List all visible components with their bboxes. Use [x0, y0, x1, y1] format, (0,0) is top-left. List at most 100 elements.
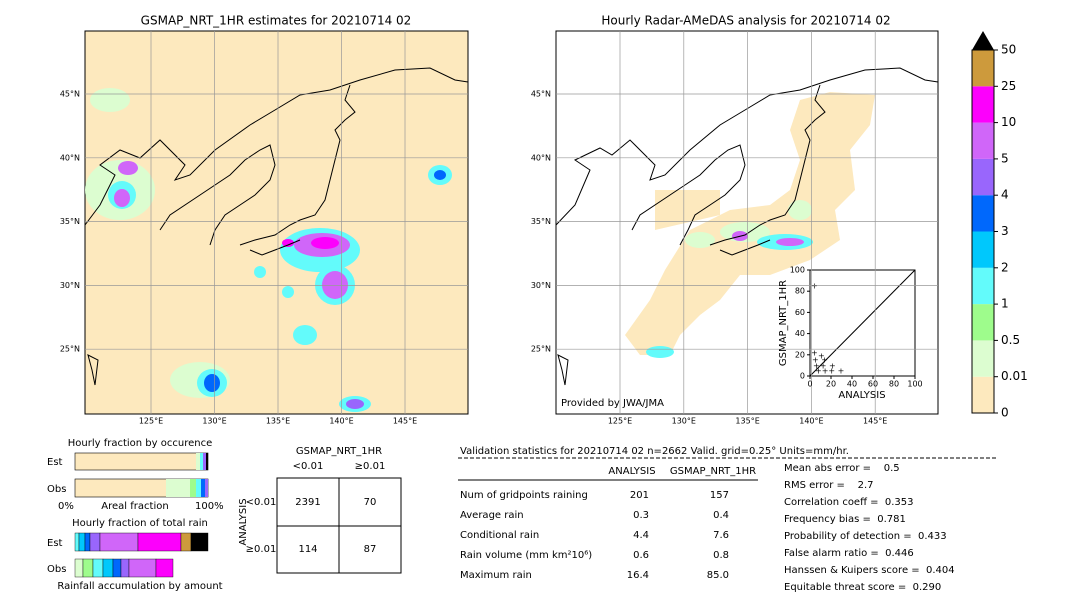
x-tick-label: 40 — [847, 380, 857, 389]
lat-label: 45°N — [60, 90, 80, 99]
analysis-region — [655, 190, 720, 230]
row-header: <0.01 — [246, 497, 277, 508]
row-header: ≥0.01 — [246, 544, 277, 555]
svg-text:+++ +: +++ + — [815, 367, 844, 376]
colorbar-segment — [972, 158, 994, 196]
colorbar-segment — [972, 122, 994, 159]
lon-label: 145°E — [863, 417, 887, 426]
lat-label: 30°N — [60, 281, 80, 290]
analysis-value: 4.4 — [633, 530, 649, 541]
colorbar-label: 3 — [1001, 224, 1009, 238]
lon-label: 135°E — [266, 417, 290, 426]
svg-text:+ +: + + — [812, 356, 828, 365]
coastline — [84, 67, 469, 386]
stats-title: Validation statistics for 20210714 02 n=… — [460, 446, 849, 457]
colorbar-segment — [972, 195, 994, 232]
map-frame — [84, 30, 469, 415]
total-est-label: Est — [47, 538, 63, 549]
lon-label: 135°E — [735, 417, 759, 426]
total-obs-bar — [74, 558, 174, 578]
scatter-points: + +++ + +++ ++ ++ — [811, 282, 844, 376]
x-axis-label: ANALYSIS — [838, 390, 885, 401]
score: RMS error = 2.7 — [784, 480, 874, 491]
svg-text:+: + — [811, 349, 818, 358]
total-obs-label: Obs — [47, 564, 66, 575]
svg-text:++ +: ++ + — [813, 362, 836, 371]
diagonal — [809, 269, 916, 377]
colorbar-label: 10 — [1001, 115, 1016, 129]
row-label: Maximum rain — [460, 570, 532, 581]
gsmap-value: 157 — [710, 490, 729, 501]
x-tick-label: 20 — [826, 380, 836, 389]
lon-label: 125°E — [139, 417, 163, 426]
gsmap-value: 85.0 — [707, 570, 729, 581]
obs-label: Obs — [47, 484, 66, 495]
colorbar-segment — [972, 231, 994, 268]
colorbar-label: 0 — [1001, 406, 1009, 420]
lat-label: 35°N — [531, 217, 551, 226]
cell: 70 — [364, 497, 377, 508]
colorbar-label: 2 — [1001, 260, 1009, 274]
analysis-value: 0.3 — [633, 510, 649, 521]
colorbar-label: 25 — [1001, 79, 1016, 93]
gsmap-value: 0.4 — [713, 510, 729, 521]
colorbar-label: 0.01 — [1001, 369, 1028, 383]
y-tick-label: 80 — [795, 287, 805, 296]
lon-label: 125°E — [608, 417, 632, 426]
colorbar-segment — [972, 267, 994, 305]
colorbar-segment — [972, 86, 994, 123]
lat-label: 30°N — [531, 281, 551, 290]
map-title: Hourly Radar-AMeDAS analysis for 2021071… — [601, 14, 890, 28]
colorbar-segment — [972, 304, 994, 341]
x-tick-label: 100 — [907, 380, 922, 389]
y-tick-label: 60 — [795, 308, 805, 317]
lat-label: 25°N — [60, 345, 80, 354]
axis-left: 0% — [58, 501, 74, 512]
gsmap-value: 0.8 — [713, 550, 729, 561]
table-title: GSMAP_NRT_1HR — [296, 446, 382, 457]
col-header: <0.01 — [293, 461, 324, 472]
left-map — [84, 30, 469, 415]
score: False alarm ratio = 0.446 — [784, 548, 914, 559]
colorbar-label: 50 — [1001, 43, 1016, 57]
colorbar-label: 5 — [1001, 151, 1009, 165]
lon-label: 130°E — [672, 417, 696, 426]
column-header: GSMAP_NRT_1HR — [670, 466, 756, 477]
cell: 87 — [364, 544, 377, 555]
row-label: Conditional rain — [460, 530, 539, 541]
est-label: Est — [47, 457, 63, 468]
col-header: ≥0.01 — [355, 461, 386, 472]
lat-label: 25°N — [531, 345, 551, 354]
y-axis-label: GSMAP_NRT_1HR — [778, 280, 789, 366]
map-title: GSMAP_NRT_1HR estimates for 20210714 02 — [141, 14, 412, 28]
rain-field — [85, 88, 452, 412]
cell: 2391 — [295, 497, 320, 508]
colorbar-label: 4 — [1001, 188, 1009, 202]
y-tick-label: 40 — [795, 329, 805, 338]
axis-right: 100% — [195, 501, 224, 512]
score: Frequency bias = 0.781 — [784, 514, 906, 525]
colorbar-segment — [972, 376, 994, 413]
total-title: Hourly fraction of total rain — [72, 518, 208, 529]
lon-label: 130°E — [202, 417, 226, 426]
y-tick-label: 0 — [800, 372, 805, 381]
score: Mean abs error = 0.5 — [784, 463, 900, 474]
cell: 114 — [298, 544, 317, 555]
est-bar — [74, 452, 209, 471]
lat-label: 45°N — [531, 90, 551, 99]
analysis-value: 16.4 — [627, 570, 649, 581]
total-est-bar — [74, 532, 209, 552]
svg-text:+: + — [818, 352, 825, 361]
x-tick-label: 60 — [868, 380, 878, 389]
y-tick-label: 100 — [790, 266, 805, 275]
axis-middle: Areal fraction — [101, 501, 168, 512]
analysis-value: 201 — [630, 490, 649, 501]
colorbar-label: 0.5 — [1001, 333, 1020, 347]
colorbar-label: 1 — [1001, 297, 1009, 311]
score: Hanssen & Kuipers score = 0.404 — [784, 565, 955, 576]
colorbar-segment — [972, 50, 994, 87]
accum-label: Rainfall accumulation by amount — [57, 581, 222, 592]
score: Correlation coeff = 0.353 — [784, 497, 914, 508]
row-label: Average rain — [460, 510, 524, 521]
